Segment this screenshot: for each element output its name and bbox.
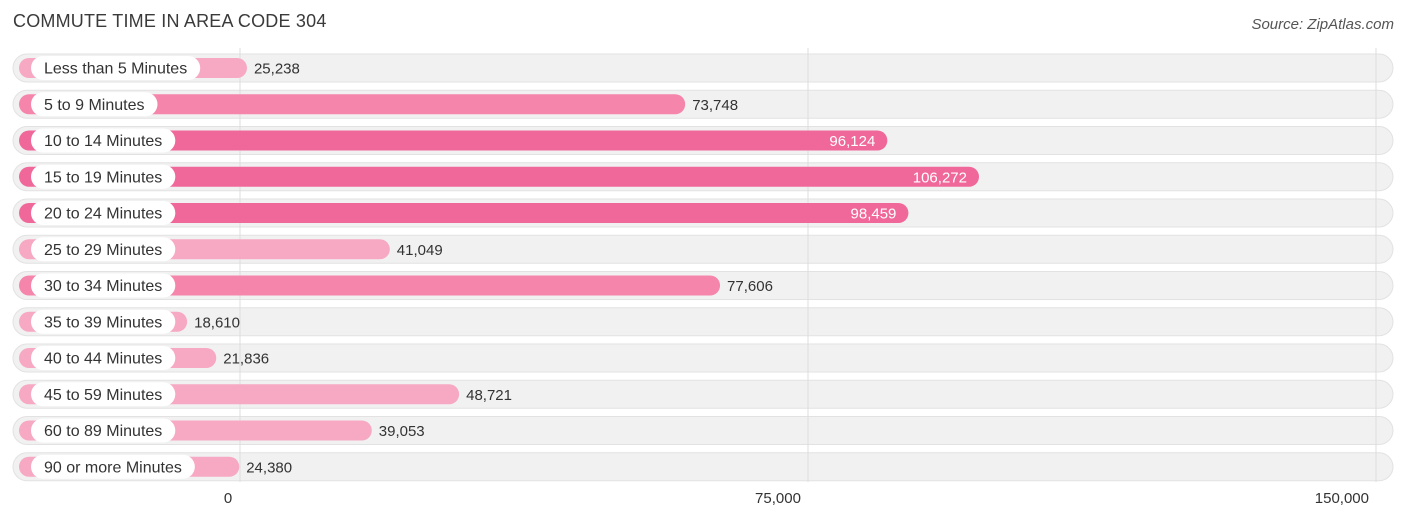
chart-title: COMMUTE TIME IN AREA CODE 304	[13, 11, 327, 31]
value-label: 25,238	[254, 61, 300, 78]
bar-row: 30 to 34 Minutes 77,606	[19, 273, 773, 298]
value-label: 41,049	[397, 242, 443, 259]
row-track	[12, 343, 1394, 373]
bar-row: 40 to 44 Minutes 21,836	[19, 346, 269, 370]
category-label: 60 to 89 Minutes	[44, 423, 162, 440]
row-track	[12, 53, 1394, 83]
value-label: 39,053	[379, 423, 425, 440]
value-label: 77,606	[727, 278, 773, 295]
row-tracks	[12, 53, 1394, 482]
category-label: 20 to 24 Minutes	[44, 206, 162, 223]
bar-row: 45 to 59 Minutes 48,721	[19, 382, 512, 407]
value-label: 98,459	[851, 206, 897, 223]
category-label: 40 to 44 Minutes	[44, 351, 162, 368]
category-label: 25 to 29 Minutes	[44, 242, 162, 259]
bar-row: 35 to 39 Minutes 18,610	[19, 309, 240, 334]
category-label: 30 to 34 Minutes	[44, 278, 162, 295]
category-label-pill	[31, 201, 176, 225]
bar-row: 10 to 14 Minutes 96,124	[19, 128, 888, 153]
bar-row: 15 to 19 Minutes 106,272	[19, 164, 979, 189]
category-label: 45 to 59 Minutes	[44, 387, 162, 404]
category-label-pill	[31, 237, 176, 262]
row-track	[12, 452, 1394, 482]
bar	[19, 203, 909, 223]
grid-lines	[239, 48, 1377, 482]
value-label: 106,272	[913, 169, 967, 186]
value-label: 48,721	[466, 387, 512, 404]
bar-row: 25 to 29 Minutes 41,049	[19, 237, 443, 262]
x-tick-label: 0	[224, 490, 232, 507]
category-label: 90 or more Minutes	[44, 459, 182, 476]
value-label: 18,610	[194, 314, 240, 331]
category-label-pill	[31, 346, 176, 370]
bar-row: 90 or more Minutes 24,380	[19, 454, 292, 479]
value-label: 24,380	[246, 459, 292, 476]
value-label: 21,836	[223, 351, 269, 368]
bar	[19, 130, 888, 151]
category-label-pill	[31, 56, 201, 80]
category-label-pill	[31, 273, 176, 298]
category-label-pill	[31, 418, 176, 443]
bar-row: Less than 5 Minutes 25,238	[19, 56, 300, 80]
category-label-pill	[31, 128, 176, 153]
source-note: Source: ZipAtlas.com	[1251, 16, 1394, 33]
bar	[19, 94, 686, 115]
bar-row: 20 to 24 Minutes 98,459	[19, 201, 909, 225]
x-tick-label: 75,000	[755, 490, 801, 507]
category-label-pill	[31, 164, 176, 189]
category-label: 10 to 14 Minutes	[44, 133, 162, 150]
category-label: 35 to 39 Minutes	[44, 314, 162, 331]
category-label-pill	[31, 454, 195, 479]
row-track	[12, 307, 1394, 337]
bar-row: 5 to 9 Minutes 73,748	[19, 92, 738, 117]
category-label-pill	[31, 92, 158, 117]
value-label: 73,748	[692, 97, 738, 114]
category-label: Less than 5 Minutes	[44, 61, 187, 78]
x-axis-ticks: 0 75,000 150,000	[224, 490, 1369, 507]
bar-row: 60 to 89 Minutes 39,053	[19, 418, 425, 443]
category-label-pill	[31, 309, 176, 334]
category-label: 5 to 9 Minutes	[44, 97, 145, 114]
bars: Less than 5 Minutes 25,238 5 to 9 Minutes 7…	[19, 56, 979, 479]
bar	[19, 166, 979, 187]
x-tick-label: 150,000	[1315, 490, 1369, 507]
category-label-pill	[31, 382, 176, 407]
bar	[19, 275, 721, 296]
value-label: 96,124	[829, 133, 875, 150]
category-label: 15 to 19 Minutes	[44, 169, 162, 186]
